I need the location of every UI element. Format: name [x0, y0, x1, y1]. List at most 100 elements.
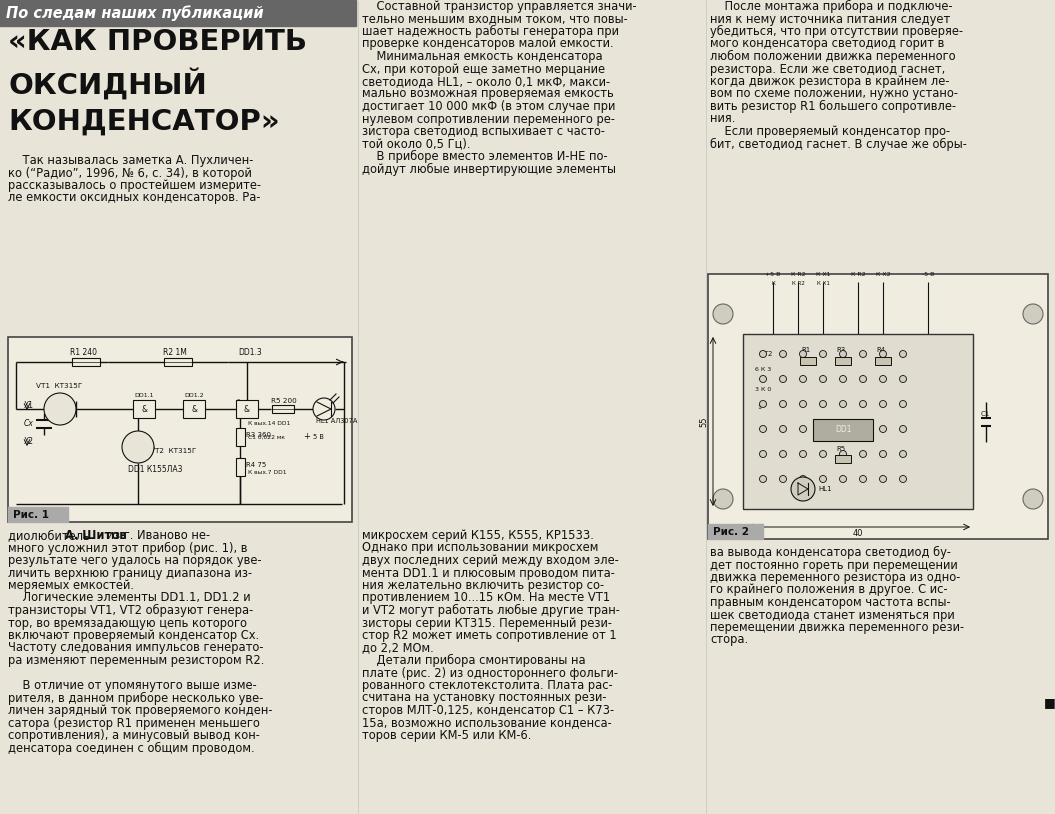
Text: DD1.2: DD1.2	[184, 393, 204, 398]
Circle shape	[840, 450, 846, 457]
Text: дойдут любые инвертирующие элементы: дойдут любые инвертирующие элементы	[362, 163, 616, 176]
Text: +: +	[303, 432, 310, 441]
Circle shape	[780, 375, 786, 383]
Bar	[800, 357, 816, 365]
Text: торов серии КМ-5 или КМ-6.: торов серии КМ-5 или КМ-6.	[362, 729, 532, 742]
Text: мого конденсатора светодиод горит в: мого конденсатора светодиод горит в	[710, 37, 944, 50]
Circle shape	[760, 450, 767, 457]
Text: движка переменного резистора из одно-: движка переменного резистора из одно-	[710, 571, 960, 584]
Text: «КАК ПРОВЕРИТЬ: «КАК ПРОВЕРИТЬ	[8, 28, 307, 56]
Text: Однако при использовании микросхем: Однако при использовании микросхем	[362, 541, 598, 554]
Text: стор R2 может иметь сопротивление от 1: стор R2 может иметь сопротивление от 1	[362, 629, 616, 642]
Text: 9: 9	[237, 399, 241, 404]
Text: R1: R1	[801, 347, 810, 353]
Text: 3 К 0: 3 К 0	[755, 387, 771, 392]
Text: Минимальная емкость конденсатора: Минимальная емкость конденсатора	[362, 50, 602, 63]
Bar	[708, 524, 763, 539]
Circle shape	[900, 450, 906, 457]
Circle shape	[760, 400, 767, 408]
Circle shape	[760, 426, 767, 432]
Text: сторов МЛТ-0,125, конденсатор С1 – К73-: сторов МЛТ-0,125, конденсатор С1 – К73-	[362, 704, 614, 717]
Bar	[708, 274, 1048, 539]
Text: В отличие от упомянутого выше изме-: В отличие от упомянутого выше изме-	[8, 679, 256, 692]
Text: 5: 5	[184, 409, 188, 414]
Text: 6: 6	[203, 405, 207, 410]
Text: 1: 1	[757, 405, 761, 410]
Circle shape	[780, 450, 786, 457]
Text: К R2: К R2	[791, 281, 805, 286]
Text: R5: R5	[836, 446, 845, 452]
Text: плате (рис. 2) из одностороннего фольги-: плате (рис. 2) из одностороннего фольги-	[362, 667, 618, 680]
Bar	[743, 334, 973, 509]
Text: Детали прибора смонтированы на: Детали прибора смонтированы на	[362, 654, 586, 667]
Text: проверке конденсаторов малой емкости.: проверке конденсаторов малой емкости.	[362, 37, 614, 50]
Text: тельно меньшим входным током, что повы-: тельно меньшим входным током, что повы-	[362, 12, 628, 25]
Text: X1: X1	[24, 400, 34, 409]
Text: светодиода HL1, – около 0,1 мкФ, макси-: светодиода HL1, – около 0,1 мкФ, макси-	[362, 75, 610, 88]
Circle shape	[820, 400, 826, 408]
Circle shape	[780, 400, 786, 408]
Text: ле емкости оксидных конденсаторов. Ра-: ле емкости оксидных конденсаторов. Ра-	[8, 191, 261, 204]
Circle shape	[760, 475, 767, 483]
Text: Так называлась заметка А. Пухличен-: Так называлась заметка А. Пухличен-	[8, 154, 253, 167]
Text: DD1.3: DD1.3	[238, 348, 262, 357]
Text: бит, светодиод гаснет. В случае же обры-: бит, светодиод гаснет. В случае же обры-	[710, 138, 966, 151]
Text: 3: 3	[153, 405, 156, 410]
Text: ■: ■	[1044, 696, 1055, 709]
Circle shape	[820, 450, 826, 457]
Circle shape	[840, 426, 846, 432]
Circle shape	[880, 450, 886, 457]
Text: двух последних серий между входом эле-: двух последних серий между входом эле-	[362, 554, 619, 567]
Text: R4 75: R4 75	[246, 462, 266, 468]
Circle shape	[900, 351, 906, 357]
Circle shape	[780, 475, 786, 483]
Bar	[8, 507, 68, 522]
Text: Сх, при которой еще заметно мерцание: Сх, при которой еще заметно мерцание	[362, 63, 606, 76]
Text: Логические элементы DD1.1, DD1.2 и: Логические элементы DD1.1, DD1.2 и	[8, 592, 251, 605]
Text: 15а, возможно использование конденса-: 15а, возможно использование конденса-	[362, 716, 612, 729]
Text: ния желательно включить резистор со-: ния желательно включить резистор со-	[362, 579, 605, 592]
Text: го крайнего положения в другое. С ис-: го крайнего положения в другое. С ис-	[710, 584, 947, 597]
Text: R4: R4	[876, 347, 885, 353]
Circle shape	[820, 375, 826, 383]
Bar	[0, 0, 356, 26]
Circle shape	[860, 400, 866, 408]
Text: личен зарядный ток проверяемого конден-: личен зарядный ток проверяемого конден-	[8, 704, 272, 717]
Bar	[875, 357, 891, 365]
Text: &: &	[141, 405, 147, 414]
Circle shape	[44, 393, 76, 425]
Circle shape	[860, 351, 866, 357]
Text: По следам наших публикаций: По следам наших публикаций	[6, 5, 264, 21]
Circle shape	[1023, 304, 1043, 324]
Text: меряемых емкостей.: меряемых емкостей.	[8, 579, 134, 592]
Bar	[164, 358, 192, 366]
Text: считана на установку постоянных рези-: считана на установку постоянных рези-	[362, 692, 607, 704]
Text: нулевом сопротивлении переменного ре-: нулевом сопротивлении переменного ре-	[362, 112, 615, 125]
Text: рассказывалось о простейшем измерите-: рассказывалось о простейшем измерите-	[8, 179, 262, 192]
Text: той около 0,5 Гц).: той около 0,5 Гц).	[362, 138, 471, 151]
Circle shape	[900, 426, 906, 432]
Circle shape	[760, 351, 767, 357]
Text: стора.: стора.	[710, 633, 748, 646]
Text: А. Шитов: А. Шитов	[65, 529, 127, 542]
Text: VT1  КТ315Г: VT1 КТ315Г	[36, 383, 82, 389]
Text: 5 В: 5 В	[313, 434, 324, 440]
Circle shape	[122, 431, 154, 463]
Text: Частоту следования импульсов генерато-: Частоту следования импульсов генерато-	[8, 641, 264, 654]
Text: К: К	[771, 281, 775, 286]
Text: шает надежность работы генератора при: шает надежность работы генератора при	[362, 25, 619, 38]
Text: включают проверяемый конденсатор Сх.: включают проверяемый конденсатор Сх.	[8, 629, 260, 642]
Text: сатора (резистор R1 применен меньшего: сатора (резистор R1 применен меньшего	[8, 716, 260, 729]
Circle shape	[860, 450, 866, 457]
Circle shape	[880, 426, 886, 432]
Circle shape	[713, 304, 733, 324]
Text: C1: C1	[981, 411, 991, 417]
Circle shape	[820, 426, 826, 432]
Text: VT2  КТ315Г: VT2 КТ315Г	[150, 448, 196, 454]
Text: 8: 8	[256, 405, 260, 410]
Text: результате чего удалось на порядок уве-: результате чего удалось на порядок уве-	[8, 554, 262, 567]
Circle shape	[880, 351, 886, 357]
Text: личить верхнюю границу диапазона из-: личить верхнюю границу диапазона из-	[8, 567, 252, 580]
Text: ния.: ния.	[710, 112, 735, 125]
Bar	[835, 357, 851, 365]
